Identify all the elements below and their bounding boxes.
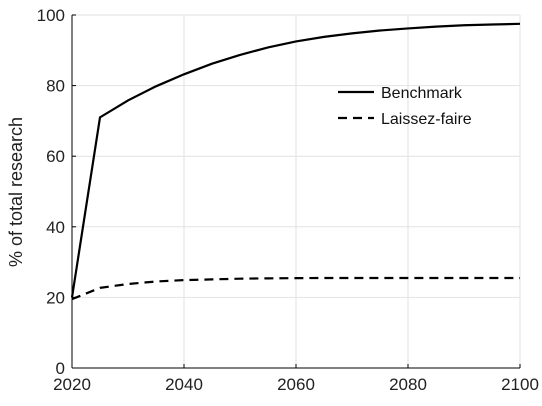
legend: Benchmark Laissez-faire <box>338 85 472 128</box>
y-tick-label: 40 <box>46 218 65 237</box>
y-tick-label: 80 <box>46 77 65 96</box>
series-line-laissez-faire <box>71 276 520 301</box>
legend-label-laissez-faire: Laissez-faire <box>381 111 472 128</box>
series-line-benchmark <box>70 22 521 298</box>
y-tick-label: 100 <box>37 6 65 25</box>
y-tick-label: 0 <box>56 359 65 378</box>
axes <box>71 14 521 369</box>
x-tick-label: 2020 <box>53 375 91 394</box>
grid <box>71 14 521 369</box>
x-tick-label: 2100 <box>501 375 539 394</box>
y-tick-label: 60 <box>46 147 65 166</box>
series-group <box>70 22 521 301</box>
y-axis-label: % of total research <box>6 117 26 267</box>
x-tick-label: 2080 <box>389 375 427 394</box>
y-tick-label: 20 <box>46 288 65 307</box>
x-tick-label: 2040 <box>165 375 203 394</box>
legend-label-benchmark: Benchmark <box>381 85 463 102</box>
x-tick-label: 2060 <box>277 375 315 394</box>
